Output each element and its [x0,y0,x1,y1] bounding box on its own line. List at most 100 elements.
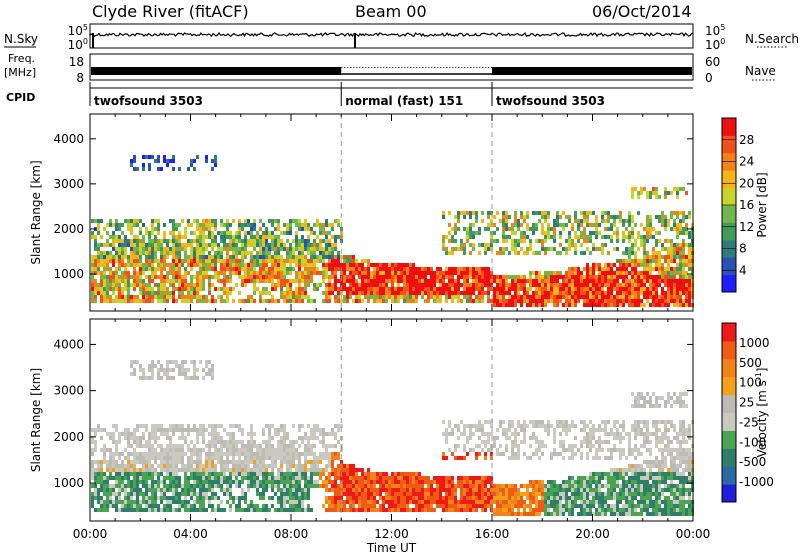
velocity-cell [187,492,190,496]
power-cell [532,283,535,287]
velocity-cell [202,368,205,372]
power-cell [469,227,472,231]
power-cell [469,295,472,299]
velocity-cell [139,436,142,440]
velocity-cell [460,432,463,436]
power-cell [604,219,607,223]
power-cell [397,295,400,299]
velocity-cell [463,480,466,484]
power-cell [628,231,631,235]
velocity-cell [136,456,139,460]
power-cell [382,283,385,287]
power-cell [496,283,499,287]
power-cell [415,291,418,295]
power-cell [532,299,535,303]
power-cell [541,223,544,227]
velocity-cell [436,496,439,500]
power-cell [142,271,145,275]
power-cell [622,283,625,287]
power-cell [109,235,112,239]
power-cell [442,239,445,243]
power-cell [268,259,271,263]
power-cell [238,291,241,295]
power-cell [586,291,589,295]
power-cell [166,291,169,295]
velocity-cell [469,504,472,508]
power-cell [313,247,316,251]
velocity-cell [448,424,451,428]
velocity-cell [229,484,232,488]
velocity-cell [253,456,256,460]
velocity-cell [112,452,115,456]
power-cell [538,211,541,215]
power-cell [325,287,328,291]
power-cell [373,279,376,283]
power-cell [124,247,127,251]
power-cell [91,299,94,303]
power-cell [409,279,412,283]
power-cell [115,299,118,303]
power-cell [634,291,637,295]
power-cell [538,219,541,223]
power-cell [328,231,331,235]
velocity-cell [244,448,247,452]
velocity-cell [415,488,418,492]
power-cell [649,295,652,299]
velocity-cell [253,472,256,476]
power-cell [277,251,280,255]
velocity-cell [451,476,454,480]
velocity-cell [121,468,124,472]
velocity-cell [397,480,400,484]
power-cell [670,243,673,247]
velocity-cell [130,496,133,500]
power-cell [172,167,175,171]
velocity-cell [328,464,331,468]
velocity-cell [148,508,151,512]
power-cell [532,279,535,283]
velocity-cell [196,436,199,440]
velocity-cell [448,432,451,436]
power-cell [157,159,160,163]
power-cell [124,287,127,291]
power-cell [148,167,151,171]
power-cell [196,295,199,299]
power-cell [682,279,685,283]
power-cell [292,299,295,303]
power-cell [358,295,361,299]
power-cell [271,223,274,227]
power-cell [673,243,676,247]
power-cell [166,239,169,243]
power-cell [265,267,268,271]
power-cell [628,219,631,223]
velocity-cell [229,452,232,456]
power-cell [676,215,679,219]
power-cell [445,247,448,251]
power-cell [298,219,301,223]
power-cell [619,291,622,295]
power-cell [403,271,406,275]
power-cell [421,279,424,283]
power-cell [109,271,112,275]
power-cell [196,271,199,275]
power-cell [175,263,178,267]
velocity-cell [325,508,328,512]
power-cell [658,231,661,235]
velocity-cell [196,468,199,472]
power-cell [679,267,682,271]
power-cell [562,295,565,299]
velocity-cell [91,464,94,468]
power-cell [595,235,598,239]
velocity-cell [256,464,259,468]
power-cell [349,271,352,275]
velocity-cell [457,428,460,432]
velocity-cell [370,472,373,476]
power-cell [625,227,628,231]
velocity-cell [97,460,100,464]
velocity-cell [331,496,334,500]
power-cell [295,231,298,235]
power-cell [133,239,136,243]
power-cell [505,291,508,295]
power-cell [466,279,469,283]
velocity-cell [130,508,133,512]
velocity-cell [448,484,451,488]
